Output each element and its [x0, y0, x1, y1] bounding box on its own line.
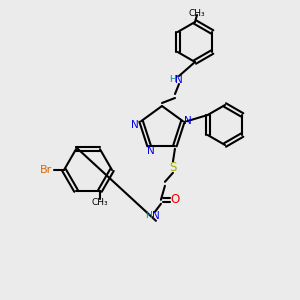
Text: H: H — [146, 211, 152, 220]
Text: N: N — [152, 211, 160, 221]
Text: N: N — [175, 75, 183, 85]
Text: S: S — [169, 161, 177, 174]
Text: N: N — [184, 116, 192, 126]
Text: O: O — [170, 193, 180, 206]
Text: N: N — [131, 120, 139, 130]
Text: CH₃: CH₃ — [189, 8, 205, 17]
Text: CH₃: CH₃ — [92, 198, 108, 207]
Text: Br: Br — [40, 165, 52, 175]
Text: N: N — [147, 146, 155, 156]
Text: H: H — [169, 76, 176, 85]
